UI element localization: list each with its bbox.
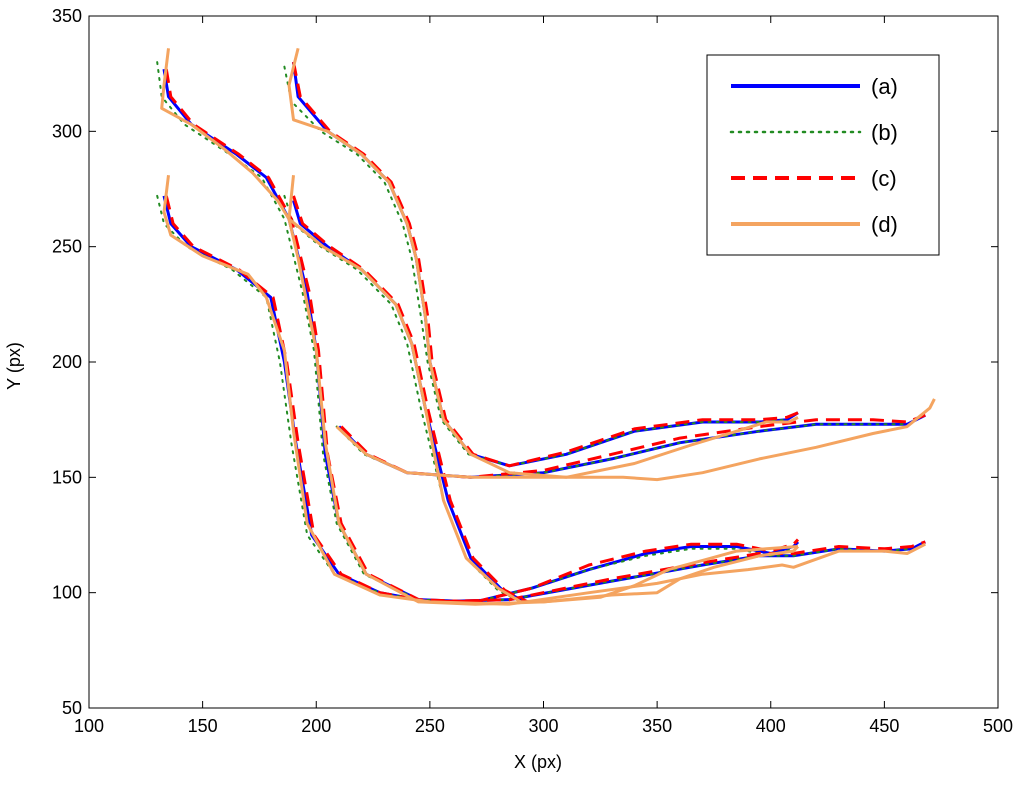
y-tick-label: 100 xyxy=(52,583,82,603)
series-line xyxy=(156,194,913,603)
legend-label: (b) xyxy=(871,120,898,145)
y-tick-label: 50 xyxy=(62,698,82,718)
legend-label: (a) xyxy=(871,74,898,99)
y-tick-label: 200 xyxy=(52,352,82,372)
x-tick-label: 250 xyxy=(415,716,445,736)
x-tick-label: 150 xyxy=(188,716,218,736)
series-layer xyxy=(156,47,936,606)
legend-label: (d) xyxy=(871,212,898,237)
x-axis-label: X (px) xyxy=(514,752,562,772)
x-tick-label: 500 xyxy=(983,716,1013,736)
series-line xyxy=(164,68,800,604)
series-line xyxy=(283,65,788,467)
series-line xyxy=(162,175,926,606)
y-tick-label: 350 xyxy=(52,6,82,26)
series-3 xyxy=(160,47,936,606)
x-tick-label: 300 xyxy=(528,716,558,736)
series-line xyxy=(335,398,936,482)
legend-label: (c) xyxy=(871,166,897,191)
y-tick-label: 250 xyxy=(52,237,82,257)
series-1 xyxy=(156,61,913,603)
series-line xyxy=(287,47,799,479)
x-tick-label: 450 xyxy=(869,716,899,736)
x-tick-label: 400 xyxy=(756,716,786,736)
series-line xyxy=(292,195,529,604)
y-axis-label: Y (px) xyxy=(4,342,24,390)
y-tick-label: 150 xyxy=(52,467,82,487)
axes-ticks: 100 150 200 250 300 350 400 450 5005010015020025… xyxy=(52,6,1013,736)
legend: (a) (b) (c) (d) xyxy=(706,54,940,256)
x-tick-label: 200 xyxy=(301,716,331,736)
series-line xyxy=(287,175,799,604)
legend-box xyxy=(706,54,940,256)
x-tick-label: 100 xyxy=(74,716,104,736)
y-tick-label: 300 xyxy=(52,121,82,141)
x-tick-label: 350 xyxy=(642,716,672,736)
